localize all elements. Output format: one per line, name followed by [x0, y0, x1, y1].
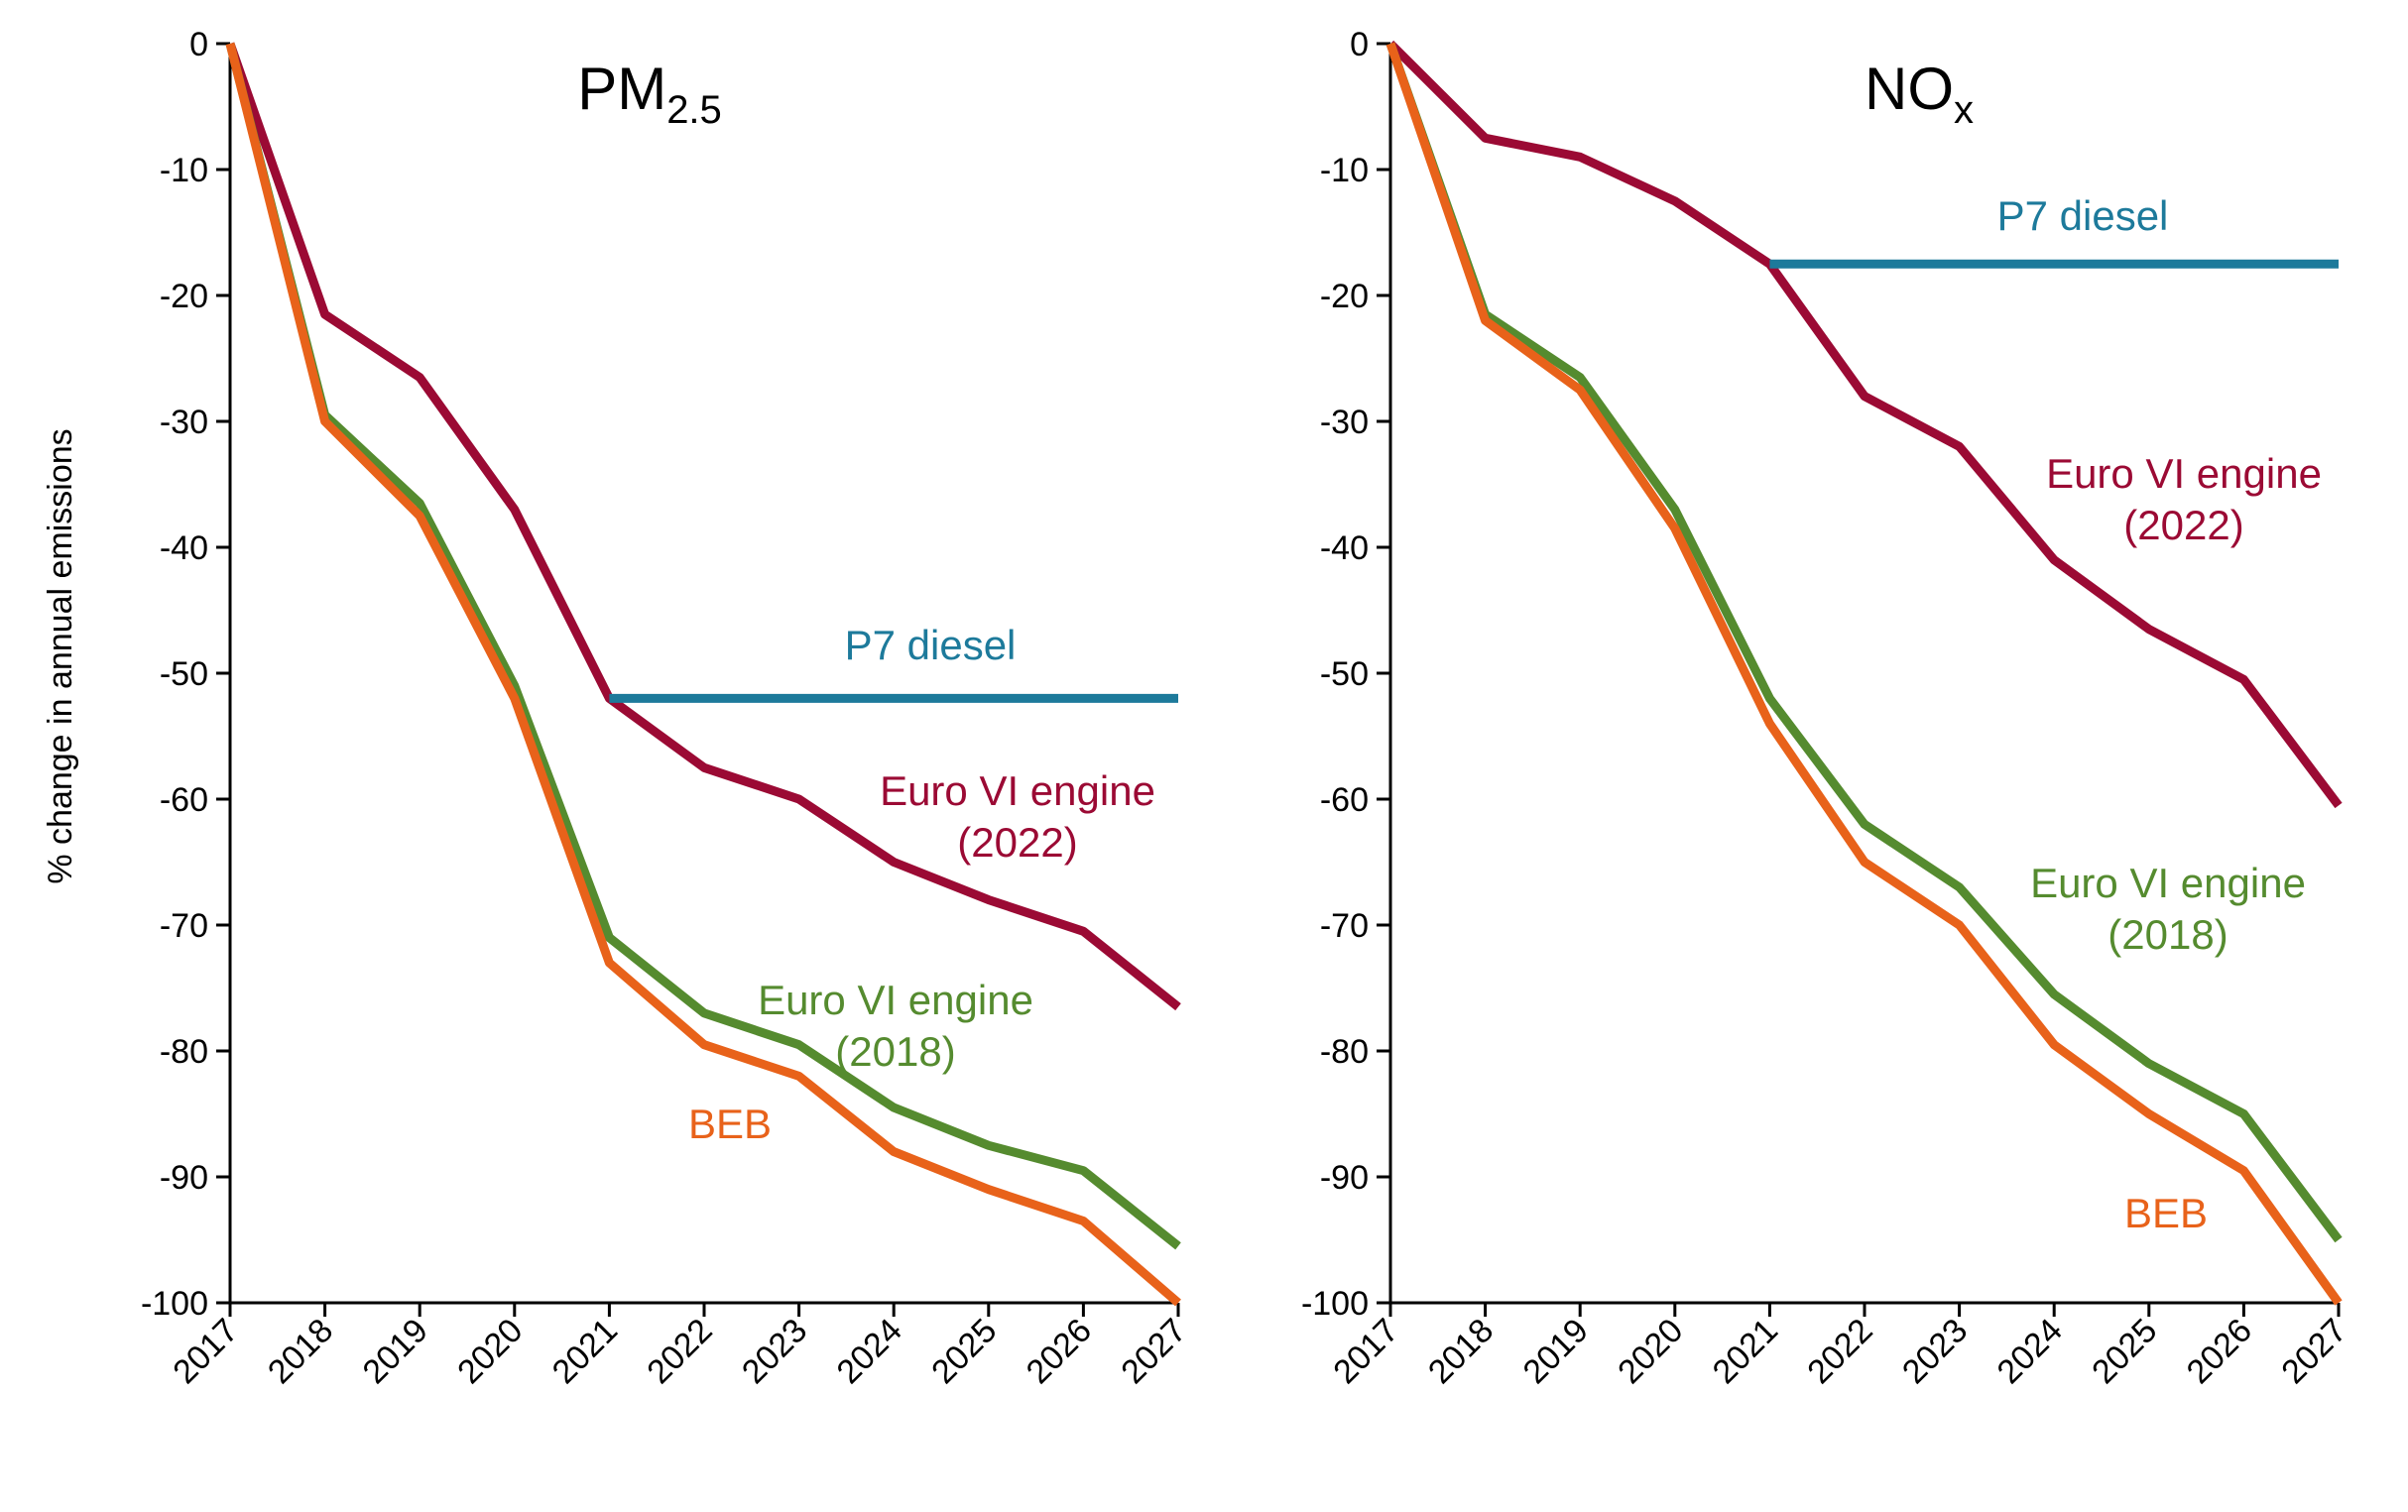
series-label-euro-vi-engine-2022: Euro VI engine (2022): [2046, 450, 2322, 548]
x-tick-label: 2026: [2180, 1312, 2259, 1391]
y-tick-label: -70: [1320, 907, 1369, 945]
x-tick-label: 2018: [1421, 1312, 1501, 1391]
y-tick-label: -20: [160, 278, 208, 315]
series-label-p7-diesel: P7 diesel: [845, 622, 1017, 668]
y-tick-label: -10: [160, 152, 208, 189]
x-tick-label: 2017: [166, 1312, 245, 1391]
y-tick-label: -60: [1320, 781, 1369, 819]
series-line-beb: [1385, 42, 2343, 1306]
chart-title: PM2.5: [577, 56, 722, 132]
y-tick-label: -80: [1320, 1033, 1369, 1071]
x-tick-label: 2027: [2274, 1312, 2353, 1391]
y-tick-label: -60: [160, 781, 208, 819]
y-tick-label: -50: [160, 655, 208, 693]
x-tick-label: 2024: [1990, 1312, 2070, 1391]
y-tick-label: -80: [160, 1033, 208, 1071]
x-tick-label: 2025: [924, 1312, 1004, 1391]
series-label-p7-diesel: P7 diesel: [1997, 192, 2169, 239]
y-tick-label: -40: [160, 529, 208, 567]
x-tick-label: 2021: [545, 1312, 625, 1391]
x-tick-label: 2020: [1611, 1312, 1690, 1391]
x-tick-label: 2017: [1326, 1312, 1405, 1391]
y-tick-label: -90: [160, 1159, 208, 1197]
x-tick-label: 2023: [1895, 1312, 1975, 1391]
y-tick-label: -100: [141, 1285, 208, 1323]
y-tick-label: -10: [1320, 152, 1369, 189]
y-tick-label: -90: [1320, 1159, 1369, 1197]
chart-title: NOx: [1865, 56, 1974, 132]
y-tick-label: -100: [1301, 1285, 1369, 1323]
y-axis-label: % change in annual emissions: [42, 428, 79, 883]
series-line-euro-vi-engine-2018: [225, 42, 1181, 1250]
x-tick-label: 2018: [261, 1312, 340, 1391]
y-tick-label: -40: [1320, 529, 1369, 567]
series-line-euro-vi-engine-2018: [1385, 42, 2343, 1243]
series-line-beb: [225, 42, 1181, 1307]
series-line-euro-vi-engine-2022: [1386, 40, 2343, 809]
x-tick-label: 2025: [2085, 1312, 2164, 1391]
series-label-euro-vi-engine-2018: Euro VI engine (2018): [758, 977, 1033, 1075]
x-tick-label: 2024: [830, 1312, 909, 1391]
y-tick-label: -20: [1320, 278, 1369, 315]
y-tick-label: -30: [160, 404, 208, 441]
y-tick-label: 0: [1350, 26, 1369, 63]
series-label-euro-vi-engine-2018: Euro VI engine (2018): [2030, 860, 2306, 958]
x-tick-label: 2026: [1020, 1312, 1099, 1391]
x-tick-label: 2021: [1706, 1312, 1785, 1391]
series-label-euro-vi-engine-2022: Euro VI engine (2022): [880, 767, 1155, 866]
x-tick-label: 2019: [356, 1312, 435, 1391]
x-tick-label: 2027: [1114, 1312, 1193, 1391]
y-tick-label: -70: [160, 907, 208, 945]
y-tick-label: -30: [1320, 404, 1369, 441]
x-tick-label: 2022: [640, 1312, 719, 1391]
series-label-beb: BEB: [2124, 1190, 2208, 1236]
x-tick-label: 2022: [1800, 1312, 1879, 1391]
y-tick-label: 0: [189, 26, 208, 63]
series-label-beb: BEB: [688, 1101, 772, 1147]
x-tick-label: 2023: [735, 1312, 814, 1391]
x-tick-label: 2019: [1516, 1312, 1596, 1391]
x-tick-label: 2020: [450, 1312, 530, 1391]
y-tick-label: -50: [1320, 655, 1369, 693]
series-line-euro-vi-engine-2022: [225, 42, 1181, 1011]
